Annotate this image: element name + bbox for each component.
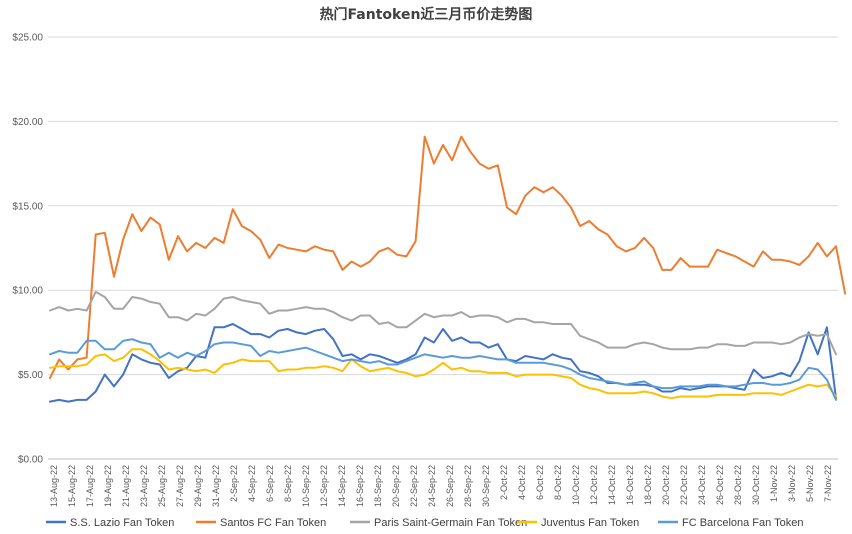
series-line-0 xyxy=(49,323,837,403)
y-tick-label: $15.00 xyxy=(12,201,43,212)
x-tick-label: 3-Nov-22 xyxy=(787,465,797,502)
x-tick-label: 6-Oct-22 xyxy=(535,465,545,500)
x-tick-label: 22-Sep-22 xyxy=(409,465,419,507)
series-line-2 xyxy=(49,290,837,356)
legend-label: Paris Saint-Germain Fan Token xyxy=(374,517,527,529)
series-line-3 xyxy=(49,348,837,400)
x-tick-label: 4-Oct-22 xyxy=(517,465,527,500)
x-tick-label: 21-Aug-22 xyxy=(121,465,131,507)
x-tick-label: 20-Sep-22 xyxy=(391,465,401,507)
series-line-4 xyxy=(49,338,837,401)
x-tick-label: 30-Sep-22 xyxy=(481,465,491,507)
x-tick-label: 8-Oct-22 xyxy=(553,465,563,500)
x-tick-label: 27-Aug-22 xyxy=(175,465,185,507)
y-tick-label: $5.00 xyxy=(18,370,43,381)
x-tick-label: 30-Oct-22 xyxy=(751,465,761,505)
x-tick-label: 24-Sep-22 xyxy=(427,465,437,507)
x-tick-label: 12-Sep-22 xyxy=(319,465,329,507)
x-tick-label: 31-Aug-22 xyxy=(211,465,221,507)
x-tick-label: 26-Oct-22 xyxy=(715,465,725,505)
chart-title: 热门Fantoken近三月币价走势图 xyxy=(320,6,533,23)
x-tick-label: 5-Nov-22 xyxy=(805,465,815,502)
x-tick-label: 14-Oct-22 xyxy=(607,465,617,505)
x-tick-label: 16-Sep-22 xyxy=(355,465,365,507)
x-tick-label: 10-Sep-22 xyxy=(301,465,311,507)
x-tick-label: 19-Aug-22 xyxy=(103,465,113,507)
x-tick-label: 8-Sep-22 xyxy=(283,465,293,502)
y-axis-ticks: $0.00 $5.00 $10.00 $15.00 $20.00 $25.00 xyxy=(12,33,43,466)
series-lines xyxy=(49,135,847,403)
x-tick-label: 10-Oct-22 xyxy=(571,465,581,505)
x-tick-label: 23-Aug-22 xyxy=(139,465,149,507)
x-tick-label: 25-Aug-22 xyxy=(157,465,167,507)
series-line-1 xyxy=(49,135,847,379)
x-tick-label: 2-Oct-22 xyxy=(499,465,509,500)
y-tick-label: $10.00 xyxy=(12,286,43,297)
x-tick-label: 17-Aug-22 xyxy=(85,465,95,507)
x-tick-label: 12-Oct-22 xyxy=(589,465,599,505)
gridlines xyxy=(48,36,838,460)
x-tick-label: 24-Oct-22 xyxy=(697,465,707,505)
x-tick-label: 20-Oct-22 xyxy=(661,465,671,505)
x-tick-label: 22-Oct-22 xyxy=(679,465,689,505)
y-tick-label: $25.00 xyxy=(12,33,43,44)
x-tick-label: 13-Aug-22 xyxy=(49,465,59,507)
x-tick-label: 26-Sep-22 xyxy=(445,465,455,507)
x-tick-label: 15-Aug-22 xyxy=(67,465,77,507)
x-tick-label: 29-Aug-22 xyxy=(193,465,203,507)
x-tick-label: 28-Sep-22 xyxy=(463,465,473,507)
y-tick-label: $20.00 xyxy=(12,117,43,128)
y-tick-label: $0.00 xyxy=(18,455,43,466)
x-tick-label: 6-Sep-22 xyxy=(265,465,275,502)
legend-label: Santos FC Fan Token xyxy=(220,517,326,529)
x-tick-label: 18-Sep-22 xyxy=(373,465,383,507)
x-tick-label: 14-Sep-22 xyxy=(337,465,347,507)
x-tick-label: 28-Oct-22 xyxy=(733,465,743,505)
x-axis-ticks: 13-Aug-22 15-Aug-22 17-Aug-22 19-Aug-22 21-A… xyxy=(49,465,833,507)
legend-label: Juventus Fan Token xyxy=(541,517,639,529)
x-tick-label: 18-Oct-22 xyxy=(643,465,653,505)
legend-label: FC Barcelona Fan Token xyxy=(682,517,803,529)
legend-label: S.S. Lazio Fan Token xyxy=(70,517,174,529)
x-tick-label: 1-Nov-22 xyxy=(769,465,779,502)
x-tick-label: 2-Sep-22 xyxy=(229,465,239,502)
x-tick-label: 4-Sep-22 xyxy=(247,465,257,502)
x-tick-label: 16-Oct-22 xyxy=(625,465,635,505)
x-tick-label: 7-Nov-22 xyxy=(823,465,833,502)
legend: S.S. Lazio Fan Token Santos FC Fan Token P… xyxy=(46,517,803,529)
